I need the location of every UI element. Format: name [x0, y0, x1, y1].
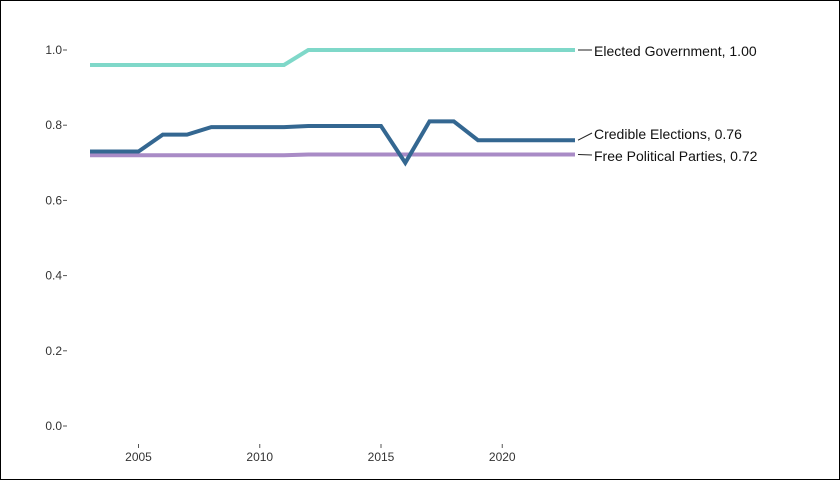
series-line-elected-government	[90, 48, 575, 67]
y-axis: 0.0 0.2 0.4 0.6 0.8 1.0	[45, 43, 67, 433]
x-tick-label: 2015	[368, 450, 395, 464]
y-tick-label: 0.4	[45, 269, 62, 283]
x-tick-label: 2020	[489, 450, 516, 464]
series-end-label: Credible Elections, 0.76	[594, 126, 742, 142]
series-end-label: Free Political Parties, 0.72	[594, 148, 758, 164]
x-tick-label: 2005	[125, 450, 152, 464]
y-tick-label: 0.2	[45, 344, 62, 358]
x-tick-label: 2010	[246, 450, 273, 464]
y-tick-label: 1.0	[45, 43, 62, 57]
series-labels: Elected Government, 1.00 Credible Electio…	[577, 43, 758, 164]
y-tick-label: 0.6	[45, 193, 62, 207]
y-tick-label: 0.0	[45, 419, 62, 433]
y-tick-label: 0.8	[45, 118, 62, 132]
x-axis: 2005 2010 2015 2020	[125, 444, 516, 464]
series-end-label: Elected Government, 1.00	[594, 43, 757, 59]
series-line-credible-elections	[90, 119, 575, 167]
series-leader-line	[577, 132, 593, 141]
series-lines	[90, 48, 575, 167]
series-line-free-political-parties	[90, 152, 575, 158]
